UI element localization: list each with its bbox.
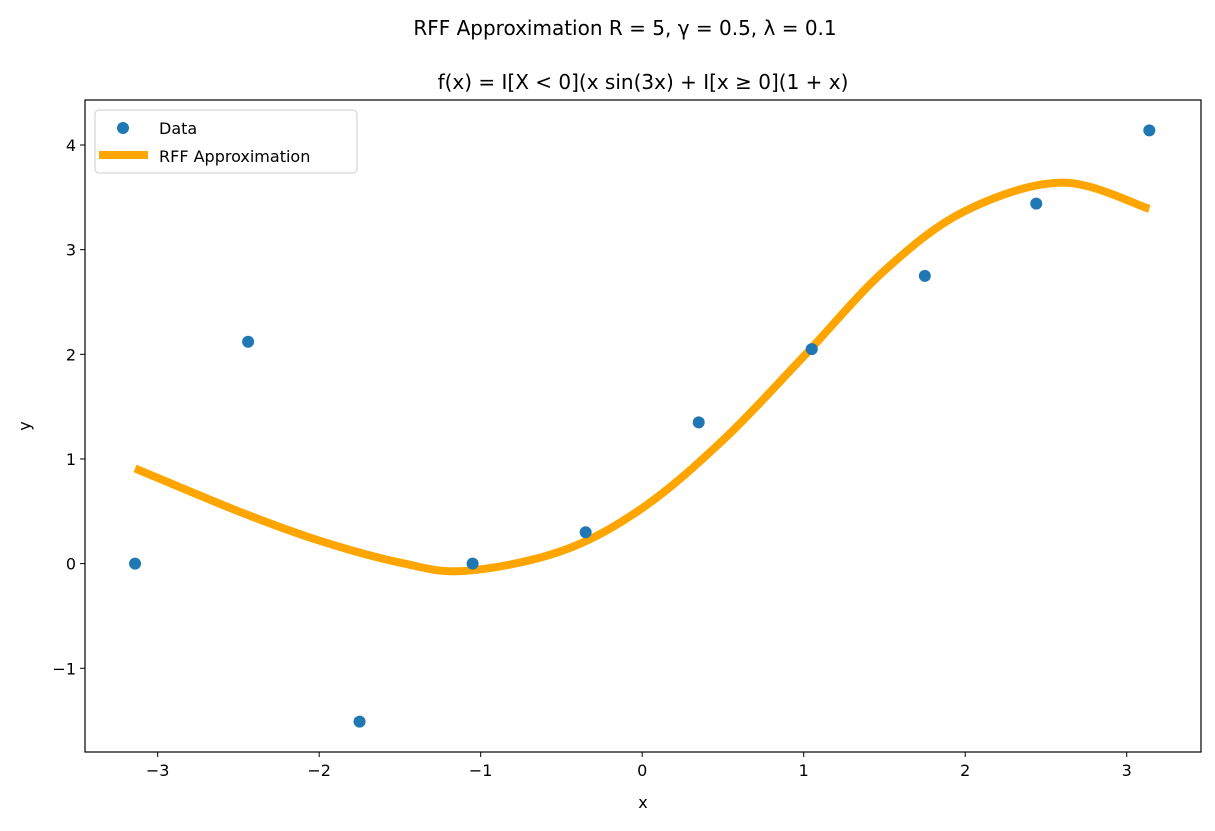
y-tick-label: 1 bbox=[66, 450, 76, 469]
y-tick-label: 3 bbox=[66, 241, 76, 260]
data-point bbox=[1143, 124, 1156, 137]
y-tick-label: 2 bbox=[66, 345, 76, 364]
data-point bbox=[129, 557, 142, 570]
x-tick-label: −2 bbox=[307, 761, 331, 780]
rff-approximation-line bbox=[133, 178, 1151, 576]
legend-data-marker bbox=[117, 122, 129, 134]
legend-box bbox=[94, 109, 358, 174]
y-axis-label: y bbox=[15, 421, 34, 430]
data-point bbox=[353, 715, 366, 728]
chart-title: f(x) = I[X < 0](x sin(3x) + I[x ≥ 0](1 +… bbox=[438, 70, 849, 94]
legend: Data RFF Approximation bbox=[94, 109, 358, 174]
data-point bbox=[1030, 197, 1043, 210]
x-tick-label: 2 bbox=[960, 761, 970, 780]
data-point bbox=[466, 557, 479, 570]
data-point bbox=[579, 526, 592, 539]
x-tick-label: 1 bbox=[799, 761, 809, 780]
y-tick-label: 4 bbox=[66, 136, 76, 155]
y-tick-label: 0 bbox=[66, 555, 76, 574]
y-tick-label: −1 bbox=[52, 659, 76, 678]
x-tick-label: −1 bbox=[469, 761, 493, 780]
data-point bbox=[692, 416, 705, 429]
data-point bbox=[242, 335, 255, 348]
data-point bbox=[805, 343, 818, 356]
x-tick-label: −3 bbox=[146, 761, 170, 780]
x-tick-label: 0 bbox=[637, 761, 647, 780]
plot-area bbox=[129, 124, 1156, 728]
axes-frame bbox=[84, 99, 1202, 753]
data-point bbox=[918, 269, 931, 282]
legend-data-label: Data bbox=[159, 119, 197, 138]
x-tick-label: 3 bbox=[1122, 761, 1132, 780]
legend-rff-label: RFF Approximation bbox=[159, 147, 310, 166]
x-axis-label: x bbox=[638, 793, 647, 812]
chart-suptitle: RFF Approximation R = 5, γ = 0.5, λ = 0.… bbox=[413, 16, 836, 40]
